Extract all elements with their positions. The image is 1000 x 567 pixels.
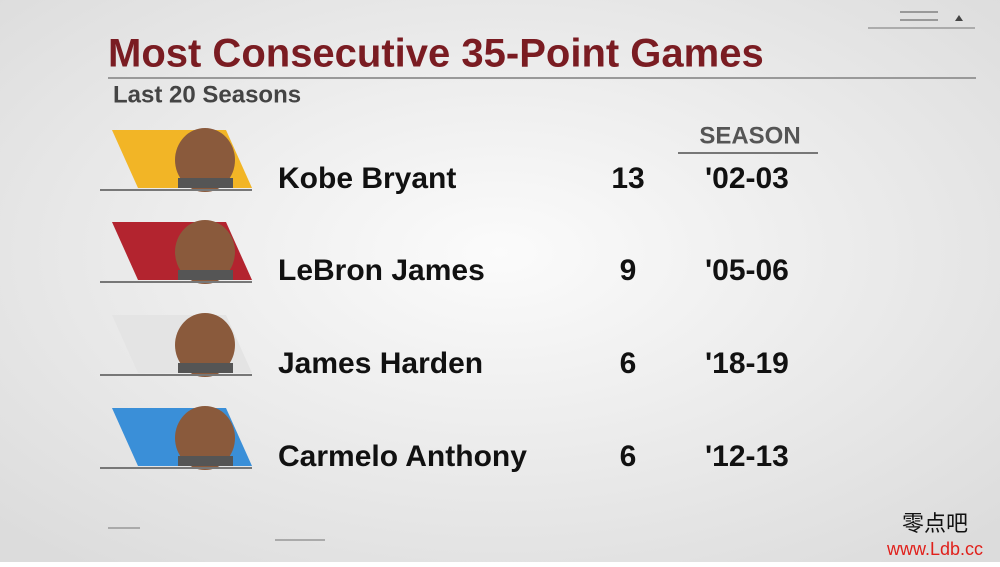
player-photo [175, 406, 235, 470]
player-name: James Harden [278, 347, 483, 380]
player-jersey [178, 270, 233, 280]
column-header: SEASON [699, 122, 800, 149]
player-name: LeBron James [278, 254, 485, 287]
player-photo [175, 128, 235, 192]
player-photo [175, 313, 235, 377]
season: '18-19 [705, 347, 789, 380]
player-photo [175, 220, 235, 284]
games-count: 13 [611, 162, 644, 195]
player-jersey [178, 363, 233, 373]
player-jersey [178, 456, 233, 466]
watermark: 零点吧 [902, 511, 968, 536]
player-jersey [178, 178, 233, 188]
player-name: Kobe Bryant [278, 162, 456, 195]
games-count: 9 [620, 254, 637, 287]
season: '05-06 [705, 254, 789, 287]
title: Most Consecutive 35-Point Games [108, 32, 764, 76]
games-count: 6 [620, 347, 637, 380]
decor-icon [955, 15, 963, 21]
watermark-url: www.Ldb.cc [886, 539, 983, 559]
games-count: 6 [620, 440, 637, 473]
season: '12-13 [705, 440, 789, 473]
player-name: Carmelo Anthony [278, 440, 527, 473]
subtitle: Last 20 Seasons [113, 81, 301, 108]
season: '02-03 [705, 162, 789, 195]
